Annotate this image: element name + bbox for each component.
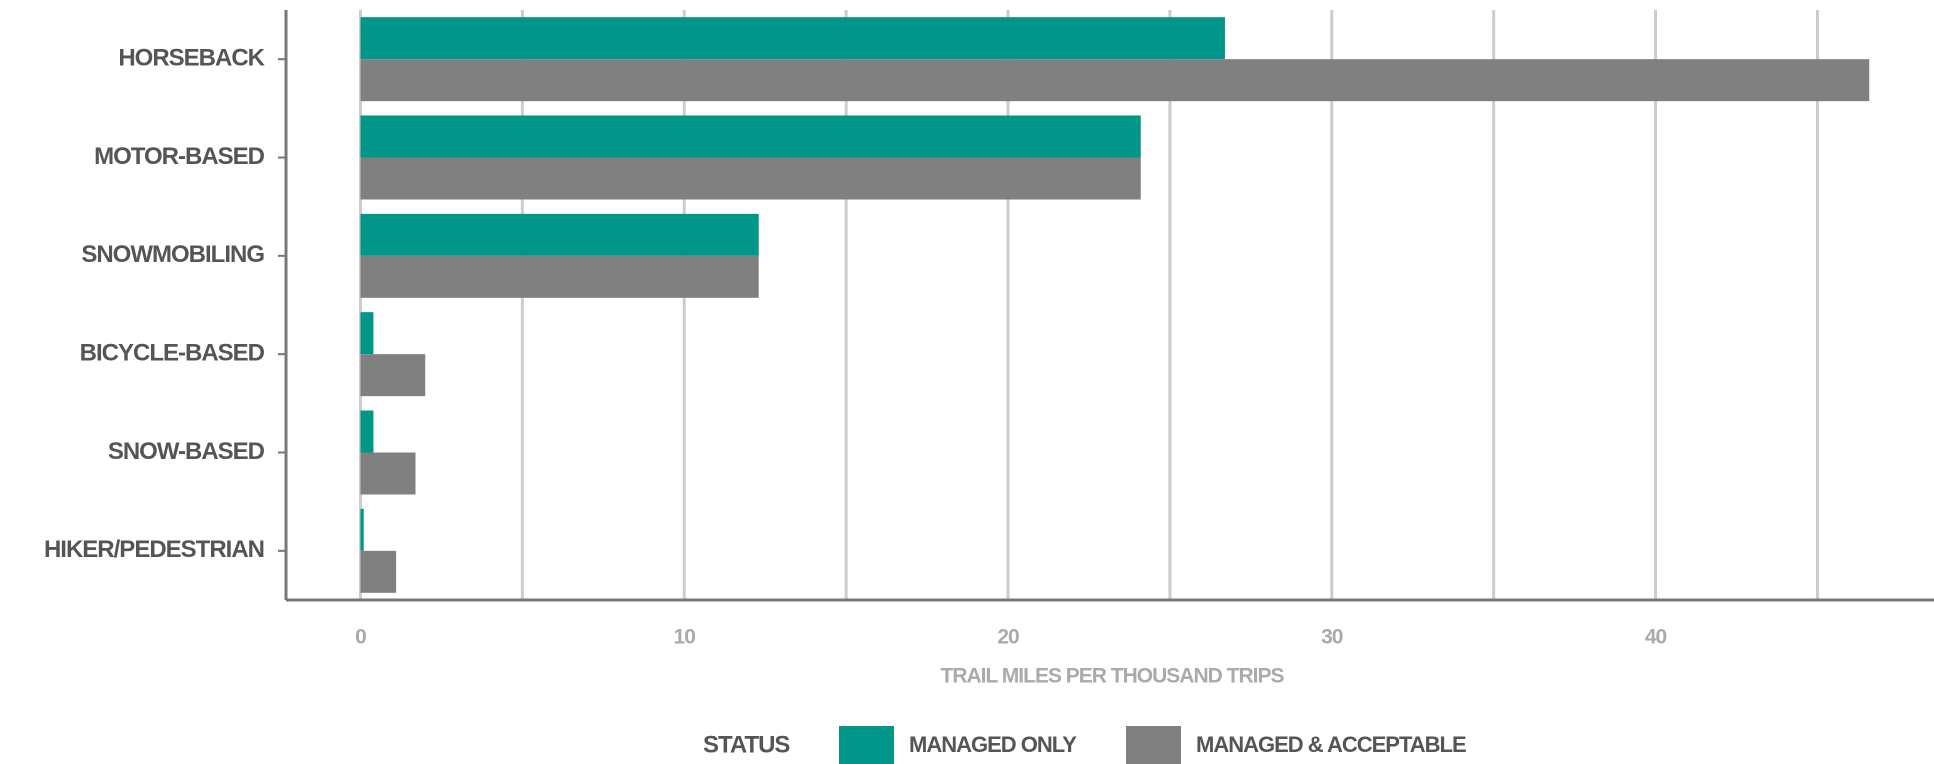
legend-title: STATUS [703, 731, 790, 758]
x-tick-label: 20 [997, 626, 1019, 649]
y-tick-label: SNOWMOBILING [81, 241, 264, 268]
legend-label: MANAGED ONLY [909, 732, 1077, 757]
bar [360, 59, 1870, 102]
legend-label: MANAGED & ACCEPTABLE [1196, 732, 1466, 757]
bar [360, 213, 759, 256]
y-tick-label: MOTOR-BASED [94, 143, 265, 170]
bar [360, 508, 364, 551]
legend-swatch [839, 726, 894, 764]
bar [360, 410, 374, 453]
x-tick-label: 10 [674, 626, 696, 649]
x-tick-label: 30 [1321, 626, 1343, 649]
y-tick-label: HORSEBACK [118, 45, 265, 72]
bar [360, 255, 759, 298]
bar [360, 157, 1141, 200]
x-tick-label: 40 [1645, 626, 1667, 649]
legend-swatch [1126, 726, 1181, 764]
y-tick-label: BICYCLE-BASED [80, 340, 265, 367]
y-tick-label: HIKER/PEDESTRIAN [44, 536, 264, 563]
x-axis-label: TRAIL MILES PER THOUSAND TRIPS [941, 665, 1285, 688]
y-tick-label: SNOW-BASED [108, 438, 265, 465]
x-tick-label: 0 [355, 626, 366, 649]
bar [360, 115, 1141, 158]
bar [360, 452, 416, 495]
bar [360, 17, 1225, 60]
bar [360, 354, 426, 397]
bar [360, 550, 397, 593]
bar [360, 312, 374, 355]
